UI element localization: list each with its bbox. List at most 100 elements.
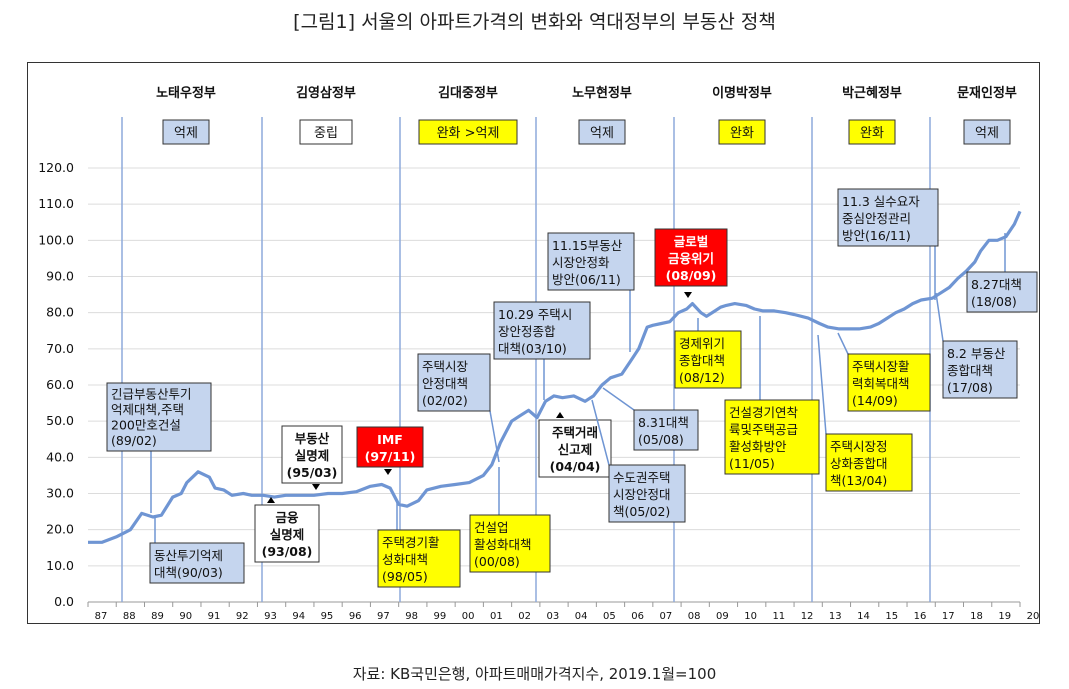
- x-tick-label: 09: [716, 611, 729, 622]
- annotation-leader: [591, 399, 610, 466]
- x-tick-label: 97: [377, 611, 390, 622]
- source-note: 자료: KB국민은행, 아파트매매가격지수, 2019.1월=100: [352, 665, 717, 683]
- annotation-box-bg: [608, 464, 686, 523]
- annotation-text: 상화종합대: [830, 456, 888, 471]
- event-marker-triangle: [684, 292, 692, 298]
- annotation-text: 성화대책: [382, 552, 428, 567]
- annotation-text: 활성화방안: [729, 439, 787, 454]
- event-marker-triangle: [267, 497, 275, 503]
- x-tick-label: 88: [123, 611, 136, 622]
- y-tick-label: 70.0: [46, 341, 74, 356]
- policy-stance-label: 중립: [314, 126, 338, 141]
- annotation-text: 시장안정화: [552, 255, 610, 270]
- annotation-text: 건설경기연착: [729, 405, 799, 420]
- chart-frame: [27, 62, 1040, 624]
- annotation-text: (04/04): [550, 459, 601, 474]
- annotation-leader: [817, 334, 827, 435]
- y-tick-label: 40.0: [46, 449, 74, 464]
- government-name: 노태우정부: [156, 85, 216, 101]
- chart-title: [그림1] 서울의 아파트가격의 변화와 역대정부의 부동산 정책: [293, 11, 776, 33]
- x-tick-label: 15: [885, 611, 898, 622]
- annotation-box-bg: [547, 232, 635, 291]
- annotation-text: 방안(16/11): [842, 228, 911, 243]
- annotation-text: 금융위기: [668, 251, 714, 266]
- annotation-text: 주택시장: [422, 359, 469, 374]
- annotation-text: (93/08): [262, 544, 313, 559]
- annotation-text: 주택시장정: [830, 439, 888, 454]
- x-tick-label: 93: [264, 611, 277, 622]
- policy-stance-box: [963, 119, 1011, 145]
- annotation-text: 부동산: [295, 431, 330, 446]
- annotation-box-bg: [106, 382, 212, 452]
- annotation-text: 륙및주택공급: [729, 422, 798, 437]
- annotation-text: 8.27대책: [971, 277, 1022, 292]
- annotation-text: (08/12): [679, 370, 725, 385]
- x-tick-label: 13: [829, 611, 842, 622]
- annotation-leader: [602, 387, 635, 411]
- annotation-text: 건설업: [474, 520, 509, 535]
- annotation-text: (00/08): [474, 554, 520, 569]
- annotation-text: 종합대책: [679, 353, 725, 368]
- annotation-box-bg: [493, 301, 591, 360]
- annotation-text: 11.3 실수요자: [842, 194, 920, 209]
- annotation-text: (97/11): [365, 449, 416, 464]
- annotation-text: 안정대책: [422, 376, 468, 391]
- x-tick-label: 95: [321, 611, 334, 622]
- annotation-box-bg: [149, 542, 245, 584]
- y-tick-label: 100.0: [38, 232, 74, 247]
- x-tick-label: 08: [688, 611, 701, 622]
- government-name: 이명박정부: [712, 85, 772, 101]
- x-tick-label: 00: [462, 611, 475, 622]
- x-tick-label: 20: [1027, 611, 1040, 622]
- event-marker-triangle: [384, 469, 392, 475]
- annotation-text: 10.29 주택시: [498, 307, 572, 322]
- y-tick-label: 80.0: [46, 305, 74, 320]
- annotation-text: (08/09): [666, 268, 717, 283]
- annotation-text: (18/08): [971, 294, 1017, 309]
- x-tick-label: 06: [631, 611, 644, 622]
- y-tick-label: 90.0: [46, 269, 74, 284]
- annotation-text: (02/02): [422, 393, 468, 408]
- annotation-box-bg: [942, 340, 1018, 399]
- annotation-box-bg: [417, 353, 491, 412]
- y-tick-label: 120.0: [38, 160, 74, 175]
- x-tick-label: 90: [179, 611, 192, 622]
- annotation-text: (05/08): [638, 432, 684, 447]
- annotation-text: 장안정종합: [498, 324, 556, 339]
- x-tick-label: 10: [744, 611, 757, 622]
- government-name: 김대중정부: [438, 85, 498, 101]
- policy-stance-label: 완화: [730, 126, 754, 141]
- annotation-text: 실명제: [270, 527, 305, 542]
- annotation-text: (98/05): [382, 569, 428, 584]
- x-tick-label: 01: [490, 611, 503, 622]
- annotation-text: 주택시장활: [852, 359, 910, 374]
- annotation-text: 동산투기억제: [154, 548, 223, 563]
- annotation-text: (17/08): [947, 380, 993, 395]
- government-name: 노무현정부: [572, 85, 632, 101]
- annotation-box-bg: [837, 188, 939, 247]
- annotation-text: 글로벌: [674, 234, 709, 249]
- y-tick-label: 30.0: [46, 486, 74, 501]
- annotation-text: 주택거래: [552, 425, 598, 440]
- annotation-text: 력회복대책: [852, 376, 910, 391]
- annotation-leader: [935, 292, 944, 342]
- y-tick-label: 20.0: [46, 522, 74, 537]
- annotation-text: (14/09): [852, 393, 898, 408]
- annotation-text: 200만호건설: [111, 418, 181, 433]
- annotation-text: 방안(06/11): [552, 272, 621, 287]
- annotation-text: 중심안정관리: [842, 211, 911, 226]
- annotation-box-bg: [254, 504, 320, 563]
- annotation-leader: [489, 410, 500, 463]
- annotation-box-bg: [825, 433, 913, 492]
- x-tick-label: 87: [95, 611, 108, 622]
- annotation-text: (11/05): [729, 456, 775, 471]
- policy-stance-box: [162, 119, 210, 145]
